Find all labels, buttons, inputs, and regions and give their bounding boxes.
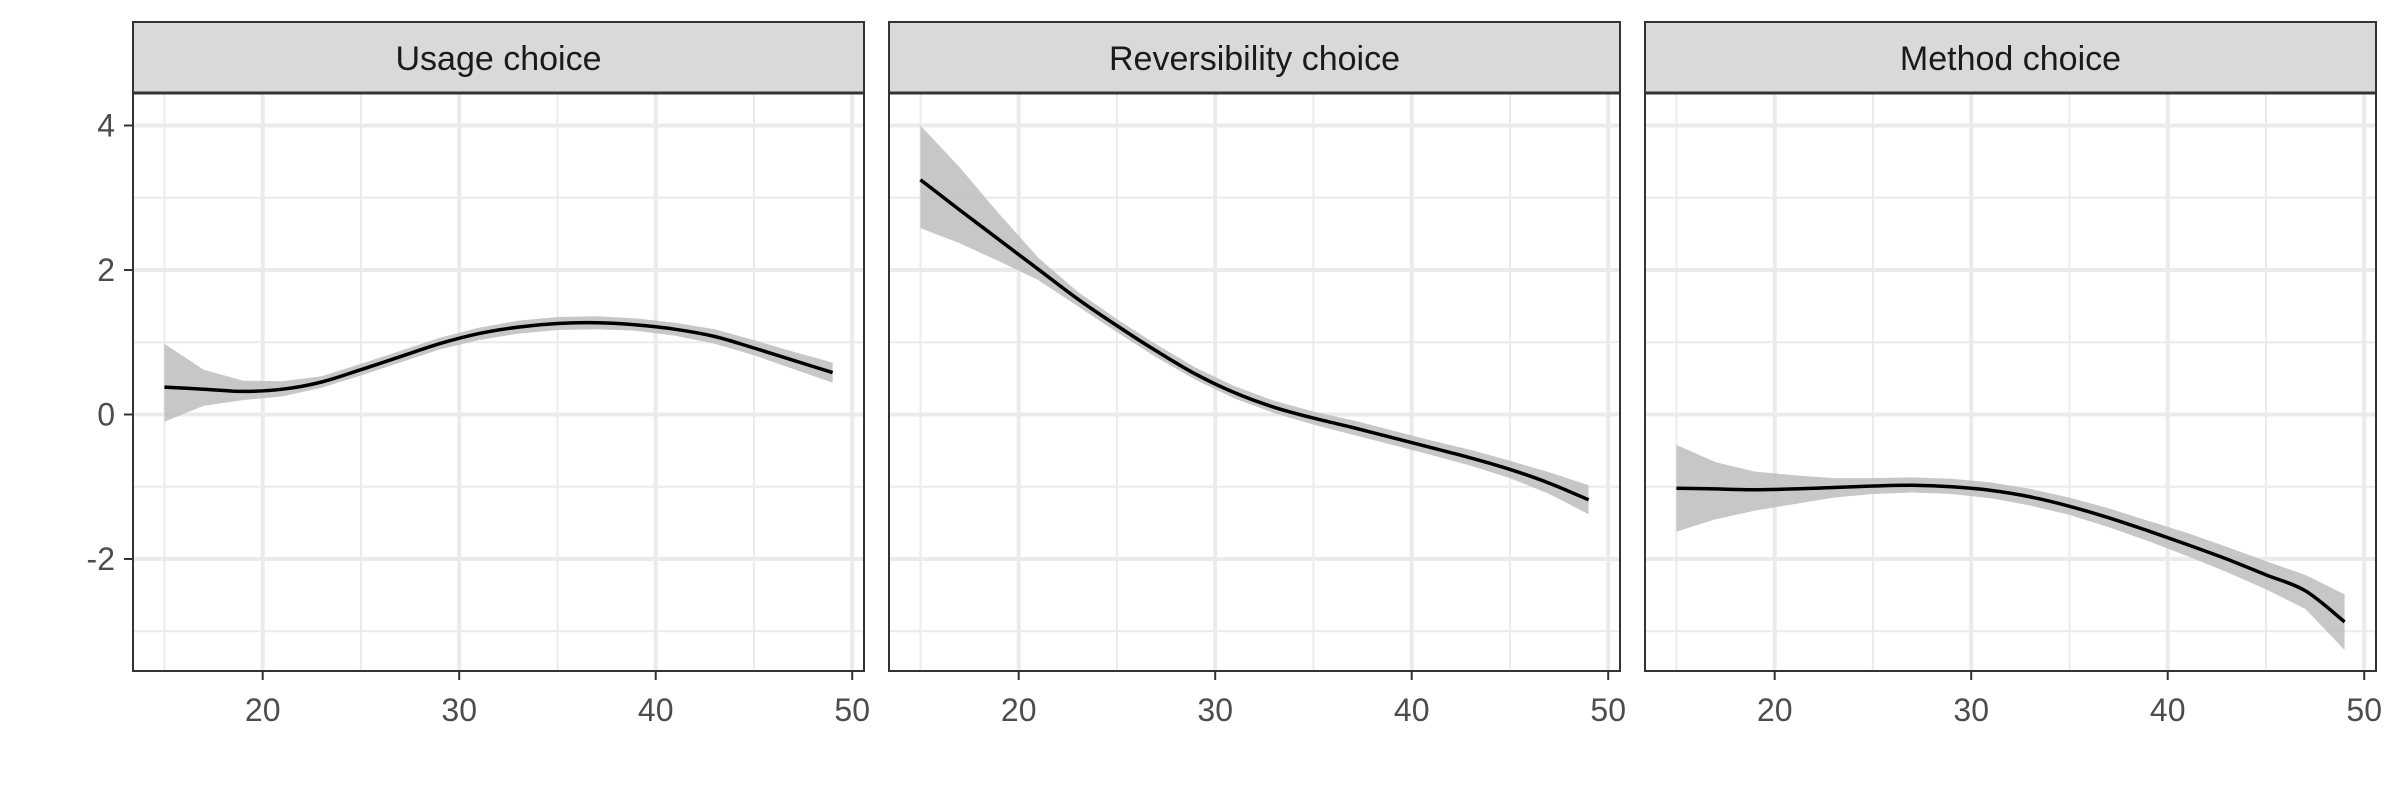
facet-strip bbox=[1644, 21, 2377, 94]
x-tick-label: 40 bbox=[1394, 692, 1430, 728]
x-tick-label: 50 bbox=[1590, 692, 1626, 728]
facet-panel: Usage choice 20 30 40 50 -2 0 2 4 bbox=[87, 21, 870, 728]
confidence-ribbon bbox=[1676, 444, 2345, 650]
y-tick-label: 0 bbox=[97, 397, 115, 433]
x-tick-label: 50 bbox=[2346, 692, 2382, 728]
facet-strip bbox=[132, 21, 865, 94]
confidence-ribbon bbox=[920, 125, 1589, 515]
x-tick-label: 30 bbox=[1197, 692, 1233, 728]
x-tick-label: 40 bbox=[638, 692, 674, 728]
facet-strip-title: Reversibility choice bbox=[1109, 40, 1400, 78]
x-tick-label: 40 bbox=[2150, 692, 2186, 728]
facet-strip-title: Usage choice bbox=[395, 40, 601, 78]
facet-panel: Method choice 20 30 40 50 bbox=[1644, 21, 2382, 728]
facet-strip bbox=[888, 21, 1621, 94]
facet-strip-title: Method choice bbox=[1900, 40, 2121, 78]
x-tick-label: 30 bbox=[441, 692, 477, 728]
x-tick-label: 30 bbox=[1953, 692, 1989, 728]
smooth-line bbox=[1676, 483, 2346, 624]
x-tick-label: 50 bbox=[834, 692, 870, 728]
smooth-line bbox=[164, 320, 834, 394]
smooth-line bbox=[919, 178, 1590, 502]
x-tick-label: 20 bbox=[1757, 692, 1793, 728]
y-tick-label: 2 bbox=[97, 252, 115, 288]
x-tick-label: 20 bbox=[1001, 692, 1037, 728]
panel-background bbox=[889, 93, 1620, 671]
y-tick-label: 4 bbox=[97, 108, 115, 144]
x-tick-label: 20 bbox=[245, 692, 281, 728]
y-tick-label: -2 bbox=[87, 541, 115, 577]
facet-panel: Reversibility choice 20 30 40 50 bbox=[888, 21, 1626, 728]
